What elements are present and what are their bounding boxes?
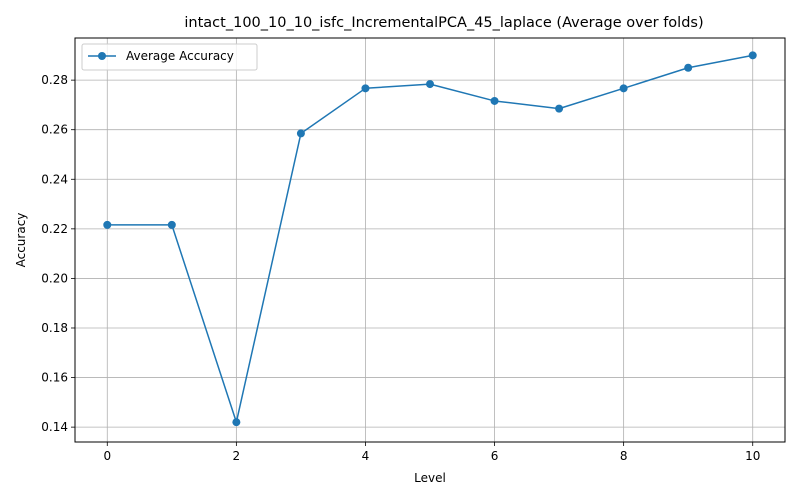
data-point (490, 96, 499, 105)
legend-marker-swatch (98, 52, 106, 60)
y-tick-label: 0.14 (41, 420, 68, 434)
x-tick-label: 0 (103, 449, 111, 463)
y-tick-label: 0.24 (41, 172, 68, 186)
chart-title: intact_100_10_10_isfc_IncrementalPCA_45_… (184, 15, 703, 31)
legend: Average Accuracy (81, 43, 258, 71)
data-point (684, 63, 693, 72)
y-axis-label: Accuracy (14, 213, 28, 268)
x-tick-label: 2 (233, 449, 241, 463)
y-tick-label: 0.22 (41, 222, 68, 236)
y-tick-label: 0.28 (41, 73, 68, 87)
data-point (748, 51, 757, 60)
data-point (167, 220, 176, 229)
data-point (619, 84, 628, 93)
data-point (103, 220, 112, 229)
tick-layer: 0 2 4 6 8 10 0.14 0.16 0.18 0.20 0.22 0.24 0.26 0.28 (41, 73, 760, 463)
data-point (426, 80, 434, 89)
series-layer (103, 51, 757, 427)
legend-entry-average-accuracy: Average Accuracy (126, 49, 234, 63)
y-tick-label: 0.16 (41, 371, 68, 385)
data-point (296, 129, 305, 138)
x-tick-label: 6 (491, 449, 499, 463)
plot-area-frame (74, 37, 786, 443)
data-point (555, 104, 564, 113)
data-point (361, 84, 370, 93)
data-point (232, 418, 241, 427)
x-tick-label: 8 (620, 449, 628, 463)
x-axis-label: Level (414, 471, 446, 485)
x-tick-label: 4 (362, 449, 370, 463)
x-tick-label: 10 (745, 449, 760, 463)
y-tick-label: 0.18 (41, 321, 68, 335)
legend-box (81, 43, 258, 71)
y-tick-label: 0.20 (41, 271, 68, 285)
y-tick-label: 0.26 (41, 123, 68, 137)
